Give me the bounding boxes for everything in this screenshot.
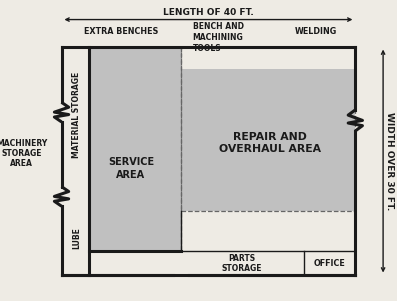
Bar: [181, 47, 355, 211]
Text: OFFICE: OFFICE: [314, 259, 345, 268]
Text: LENGTH OF 40 FT.: LENGTH OF 40 FT.: [163, 8, 254, 17]
Text: MATERIAL STORAGE: MATERIAL STORAGE: [72, 71, 81, 157]
Text: LUBE: LUBE: [72, 227, 81, 249]
Text: BENCH AND
MACHINING
TOOLS: BENCH AND MACHINING TOOLS: [193, 22, 243, 53]
Text: WELDING: WELDING: [295, 27, 337, 36]
Text: SERVICE
AREA: SERVICE AREA: [108, 157, 154, 180]
Bar: [89, 47, 181, 251]
Text: REPAIR AND
OVERHAUL AREA: REPAIR AND OVERHAUL AREA: [219, 132, 321, 154]
Bar: [181, 69, 355, 211]
Text: WIDTH OVER 30 FT.: WIDTH OVER 30 FT.: [385, 112, 394, 210]
Text: PARTS
STORAGE: PARTS STORAGE: [221, 254, 262, 273]
Text: MACHINERY
STORAGE
AREA: MACHINERY STORAGE AREA: [0, 138, 48, 169]
Text: EXTRA BENCHES: EXTRA BENCHES: [84, 27, 158, 36]
Bar: [89, 47, 181, 251]
